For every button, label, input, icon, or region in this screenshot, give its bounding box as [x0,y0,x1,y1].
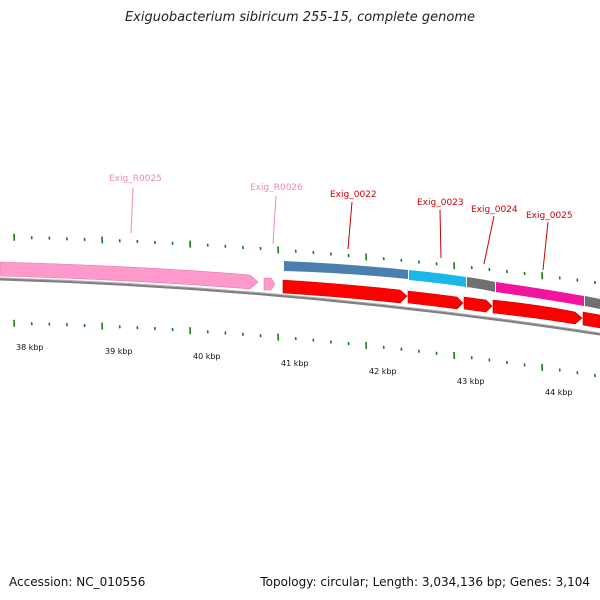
kbp-label: 44 kbp [545,388,573,397]
leader-line [272,195,277,245]
accession-text: Accession: NC_010556 [9,575,146,589]
gene-arrow[interactable] [582,311,600,329]
kbp-label: 38 kbp [16,343,44,352]
track-segment-cyan[interactable] [409,270,466,287]
gene-arrow[interactable] [282,279,408,304]
genome-backbone [0,277,600,336]
map-title: Exiguobacterium sibiricum 255-15, comple… [124,10,476,25]
inner-tick-row [13,319,596,378]
genome-stats-text: Topology: circular; Length: 3,034,136 bp… [260,575,590,589]
gene-label[interactable]: Exig_0025 [526,211,573,221]
track-segment-gray[interactable] [467,277,495,292]
leader-line [542,221,549,271]
gene-arrow[interactable] [492,299,583,325]
rna-arrow[interactable] [263,277,276,291]
track-segment-gray[interactable] [585,296,600,309]
rna-features [0,261,276,291]
gene-features [282,279,600,329]
rna-label[interactable]: Exig_R0025 [109,174,162,184]
outer-tick-row [13,233,596,285]
rna-label[interactable]: Exig_R0026 [250,183,303,193]
kbp-label: 43 kbp [457,377,485,386]
track-segment-magenta[interactable] [496,282,584,306]
leader-line [483,215,495,265]
leader-line [130,187,134,234]
kbp-label: 40 kbp [193,352,221,361]
forward-track [284,261,600,309]
rna-arrow[interactable] [0,261,259,290]
leader-line [439,209,442,259]
kbp-label: 41 kbp [281,359,309,368]
gene-label[interactable]: Exig_0024 [471,205,518,215]
gene-arrow[interactable] [407,290,464,310]
kbp-label: 39 kbp [105,347,133,356]
track-segment-blue[interactable] [284,261,408,279]
kbp-labels: 38 kbp 39 kbp 40 kbp 41 kbp 42 kbp 43 kb… [16,343,573,397]
leader-line [347,201,353,250]
gene-label[interactable]: Exig_0022 [330,190,377,200]
kbp-label: 42 kbp [369,367,397,376]
label-leaders [130,187,549,271]
genome-backbone-highlight [0,277,600,334]
gene-arrow[interactable] [463,296,493,313]
gene-label[interactable]: Exig_0023 [417,198,464,208]
